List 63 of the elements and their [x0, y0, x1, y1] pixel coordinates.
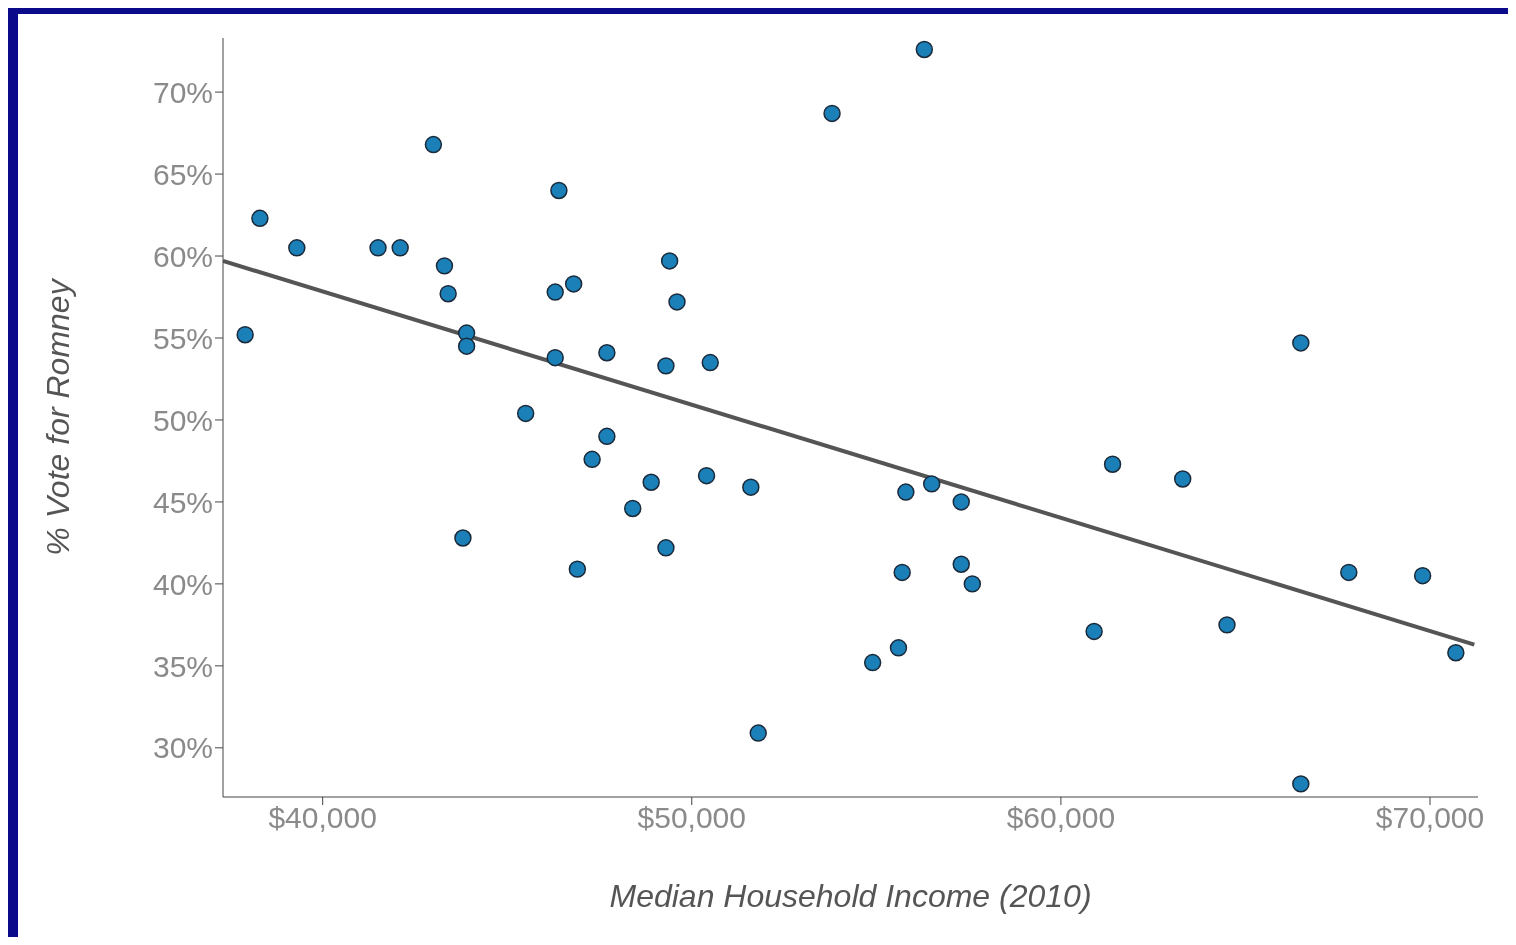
point: [922, 475, 941, 493]
point: [598, 427, 616, 446]
x-tick-label: $50,000: [637, 801, 747, 835]
point: [564, 275, 583, 293]
point: [1103, 455, 1122, 473]
point: [697, 466, 716, 485]
point: [251, 209, 269, 228]
point: [1218, 616, 1236, 634]
point: [952, 555, 970, 573]
x-axis-title: Median Household Income (2010): [609, 878, 1092, 914]
point: [288, 239, 306, 257]
point: [1413, 566, 1432, 585]
y-tick-label: 45%: [152, 485, 213, 519]
point: [454, 529, 472, 547]
y-tick-label: 60%: [152, 239, 213, 273]
point: [1340, 563, 1358, 582]
y-axis-title: % Vote for Romney: [40, 277, 77, 556]
point: [1447, 644, 1465, 662]
point: [657, 357, 675, 375]
point: [657, 539, 675, 557]
point: [823, 104, 841, 123]
point: [889, 639, 908, 657]
y-tick-label: 65%: [152, 157, 213, 191]
point: [1292, 775, 1310, 793]
point: [439, 285, 457, 303]
point: [963, 575, 982, 593]
x-tick-label: $40,000: [268, 801, 377, 835]
point: [893, 563, 911, 582]
point: [1085, 622, 1103, 641]
y-tick-label: 70%: [152, 75, 213, 109]
point: [457, 337, 476, 355]
y-tick-label: 50%: [152, 403, 213, 437]
point: [546, 283, 564, 301]
point: [583, 450, 601, 469]
point: [550, 181, 568, 200]
point: [568, 560, 587, 578]
point: [623, 499, 642, 518]
point: [435, 257, 454, 275]
x-tick-label: $70,000: [1375, 801, 1485, 835]
point: [897, 483, 915, 501]
point: [1292, 334, 1310, 352]
point: [668, 293, 686, 311]
x-tick-label: $60,000: [1006, 801, 1116, 835]
point: [598, 344, 616, 362]
point: [236, 326, 254, 344]
point: [952, 493, 970, 511]
point: [863, 653, 882, 672]
point: [546, 348, 564, 367]
point: [1173, 470, 1192, 488]
point: [742, 478, 760, 496]
point: [701, 353, 719, 372]
point: [915, 40, 934, 59]
y-tick-label: 35%: [152, 649, 213, 683]
point: [642, 473, 660, 491]
point: [516, 404, 535, 423]
point: [424, 135, 443, 154]
y-tick-label: 30%: [152, 731, 213, 765]
y-tick-label: 55%: [152, 321, 213, 355]
point: [749, 724, 767, 742]
point: [660, 252, 679, 270]
point: [369, 239, 387, 257]
point: [391, 239, 409, 257]
y-tick-label: 40%: [152, 567, 213, 601]
